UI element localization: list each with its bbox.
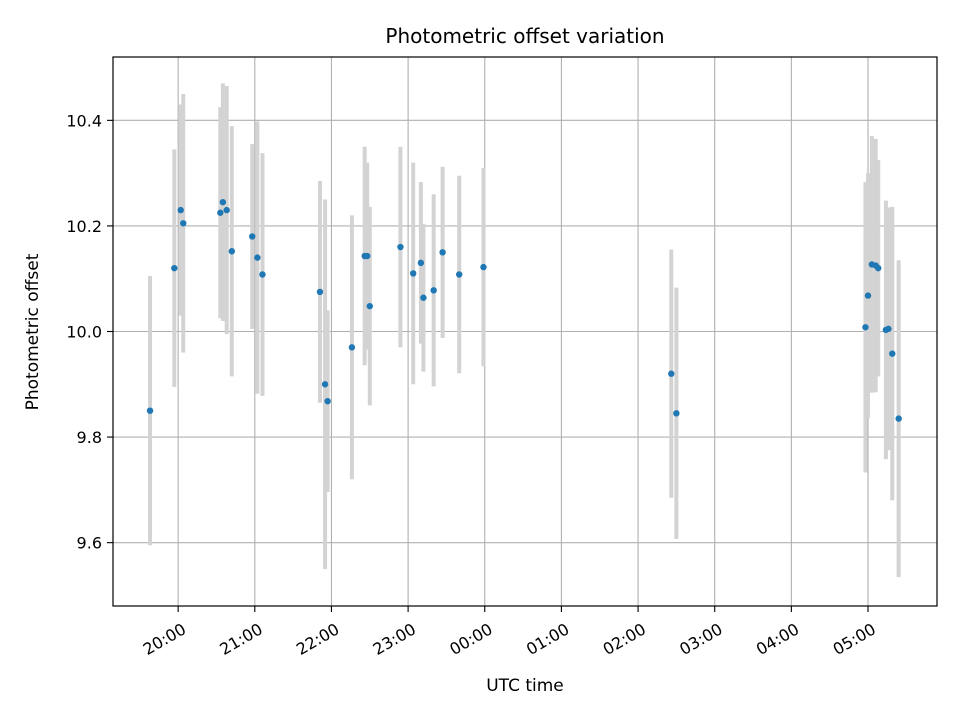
data-point [146, 407, 154, 414]
data-point [180, 220, 187, 227]
chart-title: Photometric offset variation [385, 24, 664, 48]
data-points [146, 198, 902, 422]
data-point [673, 410, 680, 417]
data-point [885, 325, 892, 333]
data-point [410, 270, 417, 277]
y-tick-label: 10.4 [66, 111, 102, 130]
grid-lines [113, 57, 937, 606]
data-point [171, 264, 178, 272]
y-tick-label: 9.8 [77, 428, 102, 447]
y-tick-label: 10.2 [66, 217, 102, 236]
data-point [321, 381, 329, 388]
data-point [875, 264, 882, 272]
data-point [223, 206, 230, 214]
data-point [177, 206, 184, 214]
data-point [324, 397, 331, 405]
data-point [217, 209, 224, 216]
data-point [864, 292, 872, 299]
x-axis-label: UTC time [486, 676, 564, 696]
data-point [417, 259, 425, 267]
data-point [889, 350, 896, 357]
y-tick-label: 9.6 [77, 534, 102, 553]
data-point [862, 324, 869, 331]
data-point [430, 287, 437, 294]
data-point [366, 302, 373, 310]
data-point [348, 344, 356, 351]
y-axis-label: Photometric offset [23, 253, 43, 410]
data-point [420, 294, 427, 301]
data-point [259, 271, 266, 278]
data-point [254, 254, 261, 261]
data-point [316, 288, 324, 296]
data-point [456, 271, 463, 278]
y-tick-label: 10.0 [66, 323, 102, 342]
data-point [480, 263, 487, 271]
data-point [668, 370, 675, 377]
data-point [364, 252, 371, 260]
data-point [895, 415, 902, 422]
data-point [439, 249, 446, 256]
data-point [249, 233, 256, 240]
data-point [219, 198, 227, 206]
data-point [397, 243, 404, 251]
data-point [228, 248, 236, 255]
